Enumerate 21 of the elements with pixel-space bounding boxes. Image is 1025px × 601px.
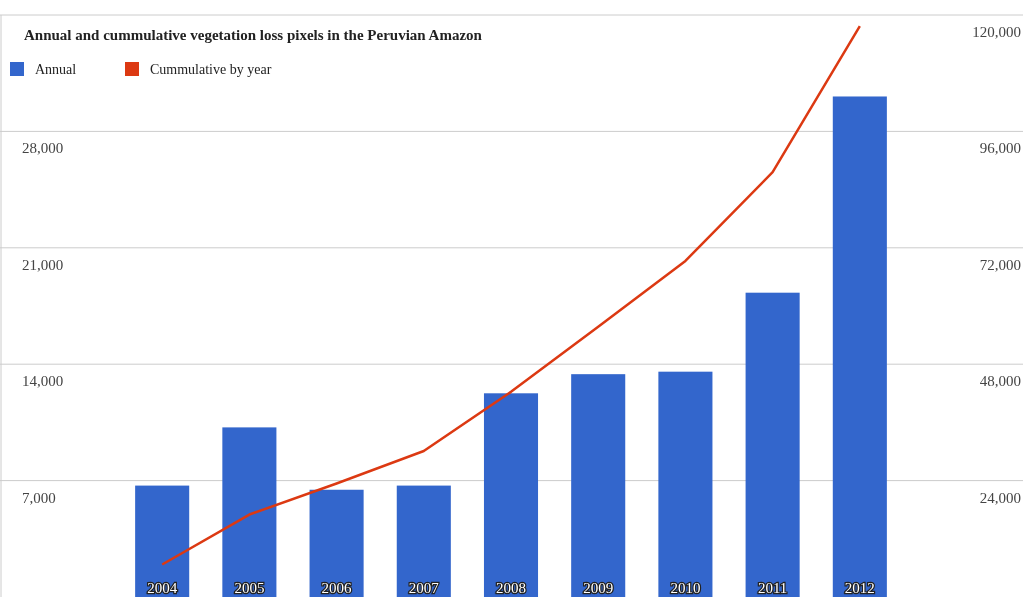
y2-tick-label: 120,000 bbox=[972, 24, 1021, 40]
legend-label: Cummulative by year bbox=[150, 62, 272, 77]
x-tick-label: 2010 bbox=[670, 580, 701, 596]
text: Annual and cummulative vegetation loss pixels in the Peruvian Amazon bbox=[24, 27, 483, 43]
y2-tick-label: 72,000 bbox=[979, 256, 1021, 273]
y2-tick-label: 24,000 bbox=[979, 489, 1021, 506]
x-tick-label: 2004 bbox=[147, 580, 178, 596]
y-tick-label: 14,000 bbox=[22, 373, 64, 390]
legend-label: Annual bbox=[35, 62, 77, 77]
y2-tick-label: 48,000 bbox=[979, 373, 1021, 390]
x-tick-label: 2012 bbox=[844, 580, 875, 596]
x-tick-label: 2008 bbox=[496, 580, 526, 596]
y-tick-label: 7,000 bbox=[22, 489, 56, 506]
x-tick-label: 2005 bbox=[234, 580, 265, 596]
x-tick-label: 2011 bbox=[757, 580, 788, 596]
y-tick-label: 21,000 bbox=[22, 256, 64, 273]
x-tick-label: 2009 bbox=[583, 580, 614, 596]
y-tick-label: 28,000 bbox=[22, 140, 64, 157]
y2-tick-label: 96,000 bbox=[979, 140, 1021, 157]
x-tick-label: 2006 bbox=[321, 580, 353, 596]
x-tick-label: 2007 bbox=[408, 580, 440, 596]
